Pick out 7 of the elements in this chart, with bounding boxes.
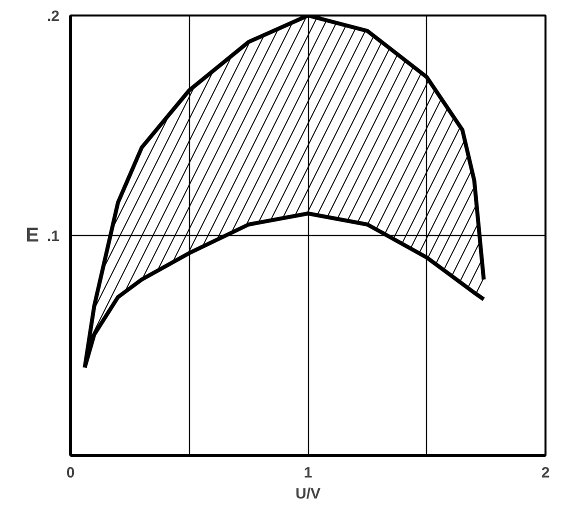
y-axis-title: E: [26, 224, 39, 246]
x-axis-title: U/V: [296, 486, 321, 502]
x-tick-label: 2: [541, 464, 550, 482]
y-tick-label: .2: [46, 8, 60, 25]
x-tick-label: 0: [66, 464, 75, 482]
y-tick-label: .1: [46, 228, 60, 245]
x-tick-label: 1: [304, 464, 312, 482]
